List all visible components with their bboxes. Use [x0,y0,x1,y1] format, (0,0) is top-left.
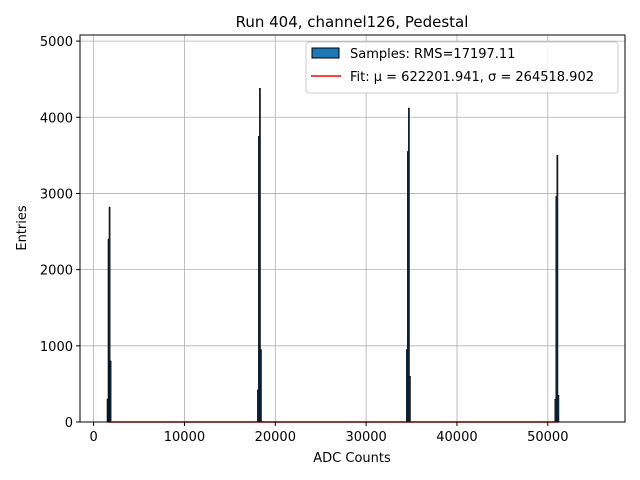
x-tick-label: 30000 [345,430,386,445]
legend: Samples: RMS=17197.11 Fit: μ = 622201.94… [305,41,619,94]
legend-fit-label: Fit: μ = 622201.941, σ = 264518.902 [350,70,594,85]
x-tick-label: 50000 [527,430,568,445]
y-tick-label: 3000 [40,187,73,202]
y-tick-label: 5000 [40,35,73,50]
y-axis-label: Entries [15,205,30,251]
y-tick-label: 0 [65,416,73,431]
y-tick-label: 4000 [40,111,73,126]
y-axis-ticks: 0 1000 2000 3000 4000 5000 [40,35,80,431]
x-tick-label: 40000 [436,430,477,445]
y-tick-label: 1000 [40,340,73,355]
x-tick-label: 0 [89,430,97,445]
x-tick-label: 20000 [255,430,296,445]
histogram-bar [557,394,560,423]
x-axis-label: ADC Counts [313,451,391,466]
histogram-bar [109,360,112,423]
chart-title: Run 404, channel126, Pedestal [236,13,469,31]
legend-samples-swatch [311,47,340,59]
histogram-bar [409,375,411,423]
legend-box [305,41,619,94]
legend-samples-label: Samples: RMS=17197.11 [350,47,515,62]
x-axis-ticks: 0 10000 20000 30000 40000 50000 [89,422,568,445]
plot-frame [79,34,626,423]
histogram-bar [260,349,262,423]
histogram-bar [556,155,559,423]
y-tick-label: 2000 [40,264,73,279]
histogram-marks [106,87,560,423]
x-tick-label: 10000 [164,430,205,445]
histogram-bar [408,107,410,423]
